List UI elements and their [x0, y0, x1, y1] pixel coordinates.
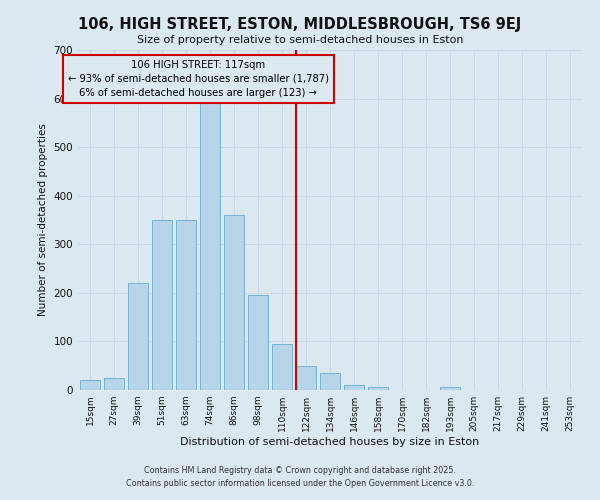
Bar	[344, 385, 364, 390]
Bar	[128, 283, 148, 390]
Bar	[224, 215, 244, 390]
Bar	[80, 380, 100, 390]
Bar	[272, 344, 292, 390]
Bar	[368, 386, 388, 390]
Text: Contains HM Land Registry data © Crown copyright and database right 2025.
Contai: Contains HM Land Registry data © Crown c…	[126, 466, 474, 487]
Bar	[320, 373, 340, 390]
Bar	[200, 89, 220, 390]
Bar	[176, 220, 196, 390]
Bar	[440, 386, 460, 390]
Bar	[296, 366, 316, 390]
Bar	[152, 220, 172, 390]
Bar	[248, 296, 268, 390]
Text: Size of property relative to semi-detached houses in Eston: Size of property relative to semi-detach…	[137, 35, 463, 45]
Y-axis label: Number of semi-detached properties: Number of semi-detached properties	[38, 124, 48, 316]
X-axis label: Distribution of semi-detached houses by size in Eston: Distribution of semi-detached houses by …	[181, 437, 479, 447]
Text: 106, HIGH STREET, ESTON, MIDDLESBROUGH, TS6 9EJ: 106, HIGH STREET, ESTON, MIDDLESBROUGH, …	[79, 18, 521, 32]
Text: 106 HIGH STREET: 117sqm
← 93% of semi-detached houses are smaller (1,787)
6% of : 106 HIGH STREET: 117sqm ← 93% of semi-de…	[67, 60, 329, 98]
Bar	[104, 378, 124, 390]
